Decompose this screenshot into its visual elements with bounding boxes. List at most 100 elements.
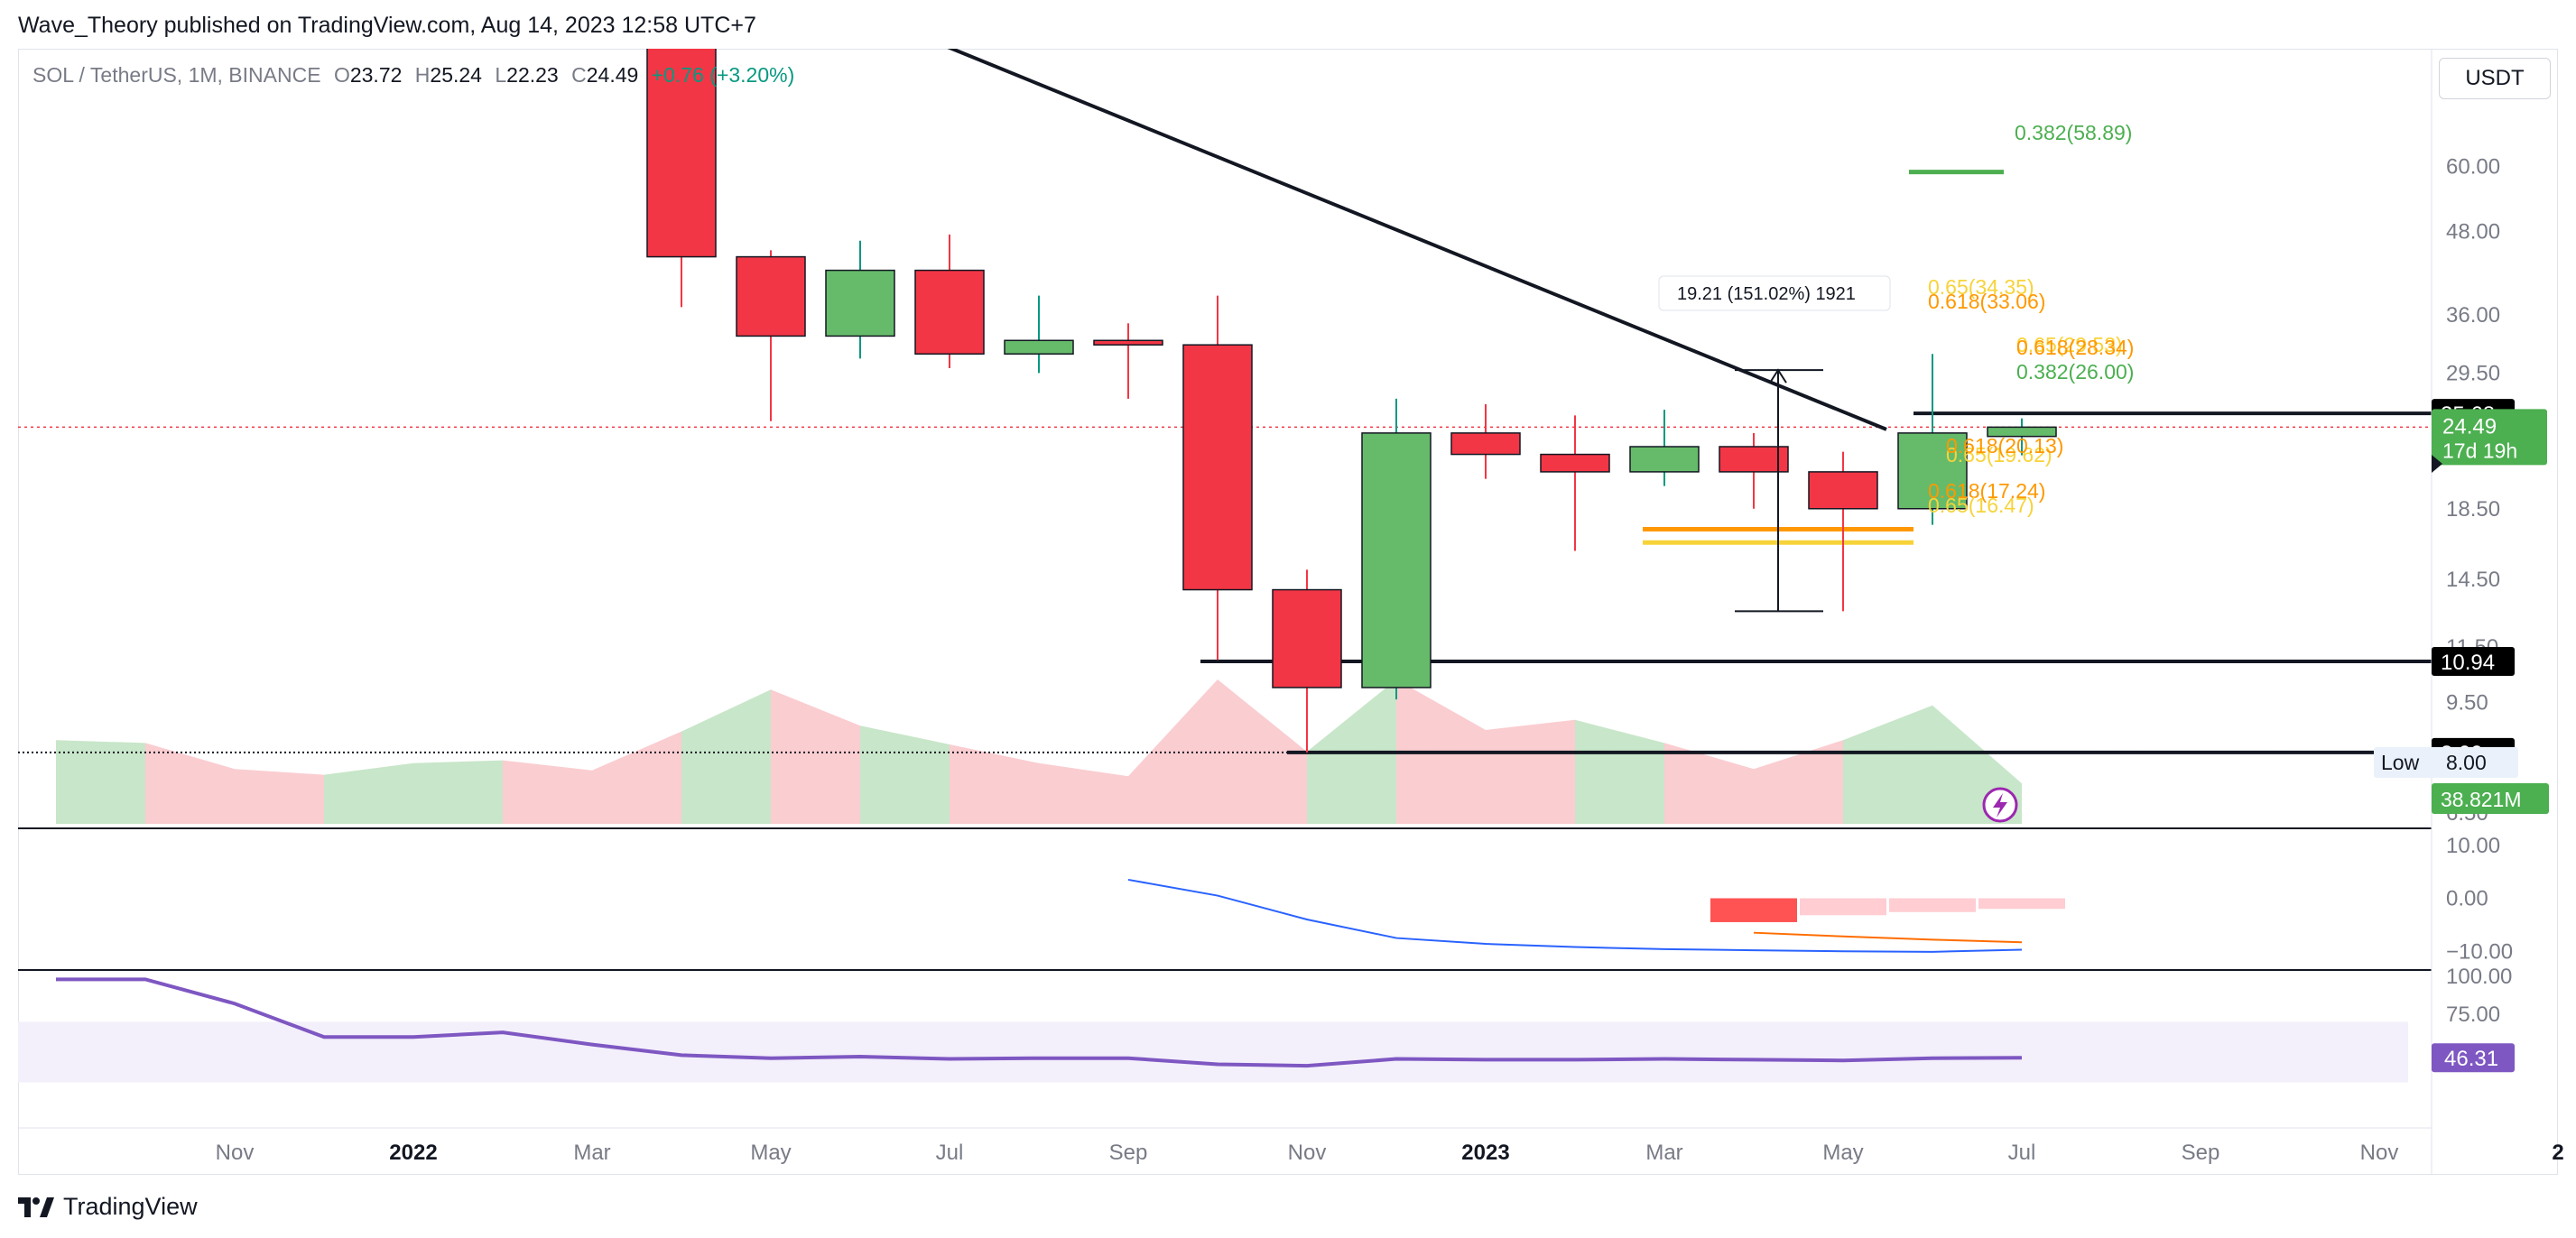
candle[interactable] xyxy=(1450,403,1521,479)
low-label-bg xyxy=(2374,747,2518,778)
candle[interactable] xyxy=(736,250,806,421)
macd-pane[interactable] xyxy=(1127,878,2065,953)
candle-countdown: 17d 19h xyxy=(2442,439,2517,462)
legend-close: 24.49 xyxy=(586,63,639,87)
candle-body xyxy=(1629,446,1700,473)
volume-area-segment xyxy=(1843,705,1932,824)
candle-body xyxy=(736,255,806,337)
candle[interactable] xyxy=(1897,354,1968,525)
main-pane[interactable]: 19.21 (151.02%) 1921 0.382(58.89) 0.65(34.… xyxy=(18,0,2432,824)
macd-histogram-bar xyxy=(1978,898,2065,910)
legend-high-label: H xyxy=(414,63,431,87)
fib-label: 0.65(16.47) xyxy=(1928,494,2034,517)
candle-body xyxy=(1719,446,1789,473)
candle-body xyxy=(1182,344,1253,591)
candle[interactable] xyxy=(1361,398,1432,700)
current-price-badge: 24.49 xyxy=(2442,414,2497,439)
level-badge-10-94-bg xyxy=(2432,647,2515,677)
volume-area-segment xyxy=(1664,743,1754,824)
candle-body xyxy=(1450,432,1521,456)
rsi-band xyxy=(18,1021,2408,1083)
price-scale-label: 36.00 xyxy=(2446,303,2500,328)
time-axis-label: Mar xyxy=(573,1141,610,1165)
fib-label: 0.382(26.00) xyxy=(2016,360,2134,383)
volume-area-segment xyxy=(771,689,860,824)
time-axis-label: Nov xyxy=(2360,1141,2399,1165)
candle[interactable] xyxy=(1540,415,1610,551)
volume-area-segment xyxy=(56,740,145,824)
rsi-badge-bg xyxy=(2432,1043,2515,1073)
tradingview-logo-icon xyxy=(18,1196,54,1217)
candle[interactable] xyxy=(1004,295,1074,374)
macd-scale-label: 0.00 xyxy=(2446,887,2488,911)
rsi-badge: 46.31 xyxy=(2444,1047,2498,1071)
candle[interactable] xyxy=(1182,295,1253,661)
time-axis-label: May xyxy=(750,1141,791,1165)
candle-body xyxy=(1004,339,1074,356)
candle[interactable] xyxy=(646,0,717,308)
time-axis-label: May xyxy=(1822,1141,1863,1165)
legend-open: 23.72 xyxy=(349,63,403,87)
currency-button[interactable]: USDT xyxy=(2439,58,2551,99)
candle-body xyxy=(1808,471,1878,510)
brand-name: TradingView xyxy=(63,1193,198,1220)
candle[interactable] xyxy=(914,234,985,368)
macd-histogram-bar xyxy=(1800,898,1886,916)
scale-arrow-icon[interactable] xyxy=(2432,455,2442,473)
volume-area-segment xyxy=(860,725,950,824)
price-scale-label: 60.00 xyxy=(2446,155,2500,180)
candle[interactable] xyxy=(1629,410,1700,486)
rsi-pane[interactable] xyxy=(18,977,2408,1083)
legend-symbol[interactable]: SOL / TetherUS, 1M, BINANCE xyxy=(32,63,321,87)
candle[interactable] xyxy=(1272,569,1342,753)
measure-label-box xyxy=(1658,275,1891,311)
candle-body xyxy=(646,49,717,258)
legend-close-label: C xyxy=(571,63,587,87)
candle[interactable] xyxy=(1719,432,1789,509)
volume-area-segment xyxy=(503,760,592,824)
candle[interactable] xyxy=(1987,418,2057,456)
measure-label: 19.21 (151.02%) 1921 xyxy=(1677,284,1856,304)
volume-area-segment xyxy=(1754,740,1843,824)
candle-body xyxy=(1361,432,1432,688)
volume-area-segment xyxy=(1039,762,1128,824)
volume-area-segment xyxy=(592,731,681,824)
macd-scale-label: −10.00 xyxy=(2446,939,2513,964)
rsi-line xyxy=(56,977,2023,1068)
volume-area-segment xyxy=(950,744,1039,824)
time-axis-label: Sep xyxy=(1109,1141,1148,1165)
volume-area-segment xyxy=(1218,679,1307,824)
macd-histogram-bar xyxy=(1710,898,1797,922)
candle[interactable] xyxy=(1808,451,1878,612)
time-axis-label: Jul xyxy=(936,1141,964,1165)
time-axis-label: Nov xyxy=(1288,1141,1327,1165)
legend-change: +0.76 (+3.20%) xyxy=(651,63,795,87)
fib-label: 0.65(29.53) xyxy=(2016,333,2123,356)
level-badge-10-94: 10.94 xyxy=(2441,651,2495,675)
measure-arrow-icon xyxy=(1769,368,1787,383)
time-axis-label: 2023 xyxy=(1461,1141,1509,1165)
candle[interactable] xyxy=(825,240,895,359)
tradingview-brand[interactable]: TradingView xyxy=(18,1193,198,1221)
candle[interactable] xyxy=(1093,323,1163,399)
signal-line xyxy=(1753,931,2023,944)
rsi-scale-label: 100.00 xyxy=(2446,965,2512,989)
volume-area-segment xyxy=(1128,679,1218,824)
legend-low-label: L xyxy=(495,63,507,87)
time-axis-label: 2022 xyxy=(389,1141,437,1165)
fib-label: 0.618(20.13) xyxy=(1946,434,2063,457)
fib-label: 0.65(19.62) xyxy=(1946,443,2052,467)
price-scale-label: 9.50 xyxy=(2446,690,2488,715)
time-axis-label: Mar xyxy=(1645,1141,1682,1165)
volume-area-segment xyxy=(145,743,235,824)
lightning-glyph-icon xyxy=(1993,793,2007,818)
volume-badge-bg xyxy=(2432,783,2549,814)
volume-area-segment xyxy=(1575,719,1664,824)
volume-badge: 38.821M xyxy=(2441,788,2522,811)
price-scale-label: 18.50 xyxy=(2446,497,2500,522)
published-header: Wave_Theory published on TradingView.com… xyxy=(18,13,756,38)
candle-body xyxy=(1897,432,1968,510)
candle-body xyxy=(1540,453,1610,473)
fib-label: 0.618(17.24) xyxy=(1928,479,2045,503)
